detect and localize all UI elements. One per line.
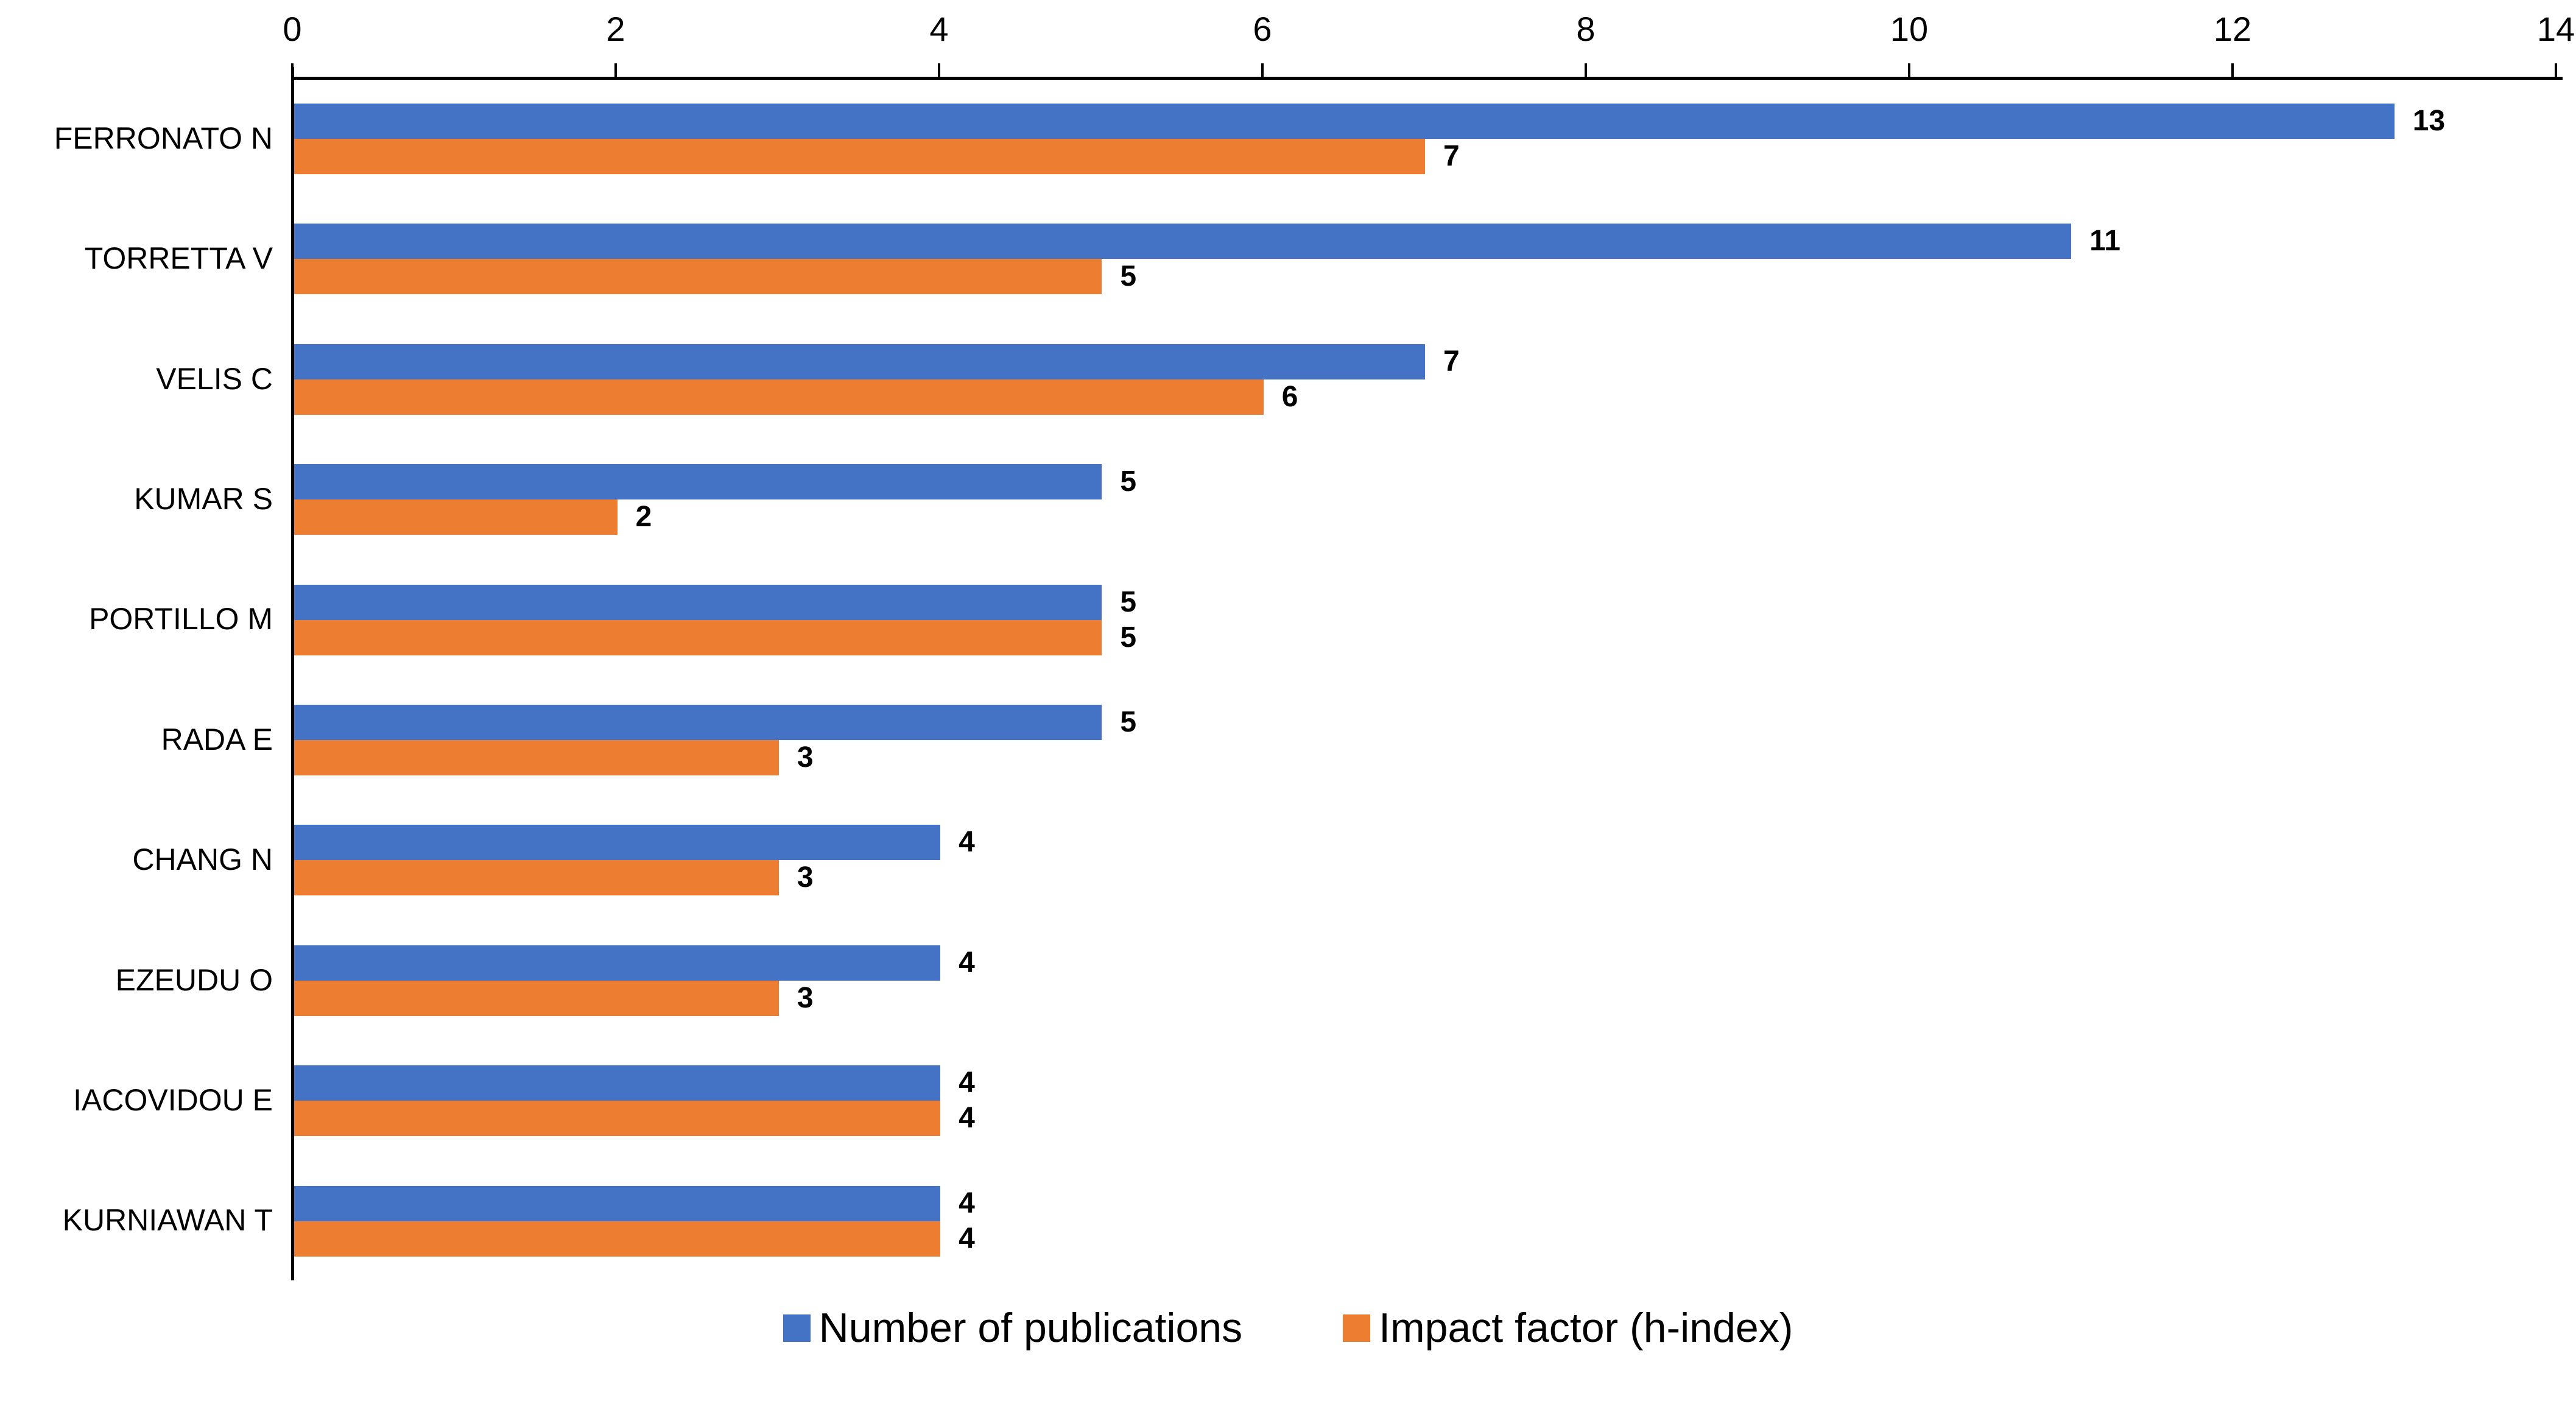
h-index-bar (294, 740, 779, 776)
publications-value: 13 (2412, 105, 2446, 137)
h-index-value: 7 (1443, 140, 1460, 172)
x-axis-line (291, 77, 2563, 80)
x-axis-tick-label: 2 (606, 10, 625, 48)
publications-bar (294, 464, 1102, 500)
h-index-bar (294, 980, 779, 1016)
publications-bar (294, 224, 2072, 259)
h-index-bar (294, 1221, 941, 1257)
category-label: RADA E (161, 722, 273, 757)
category-label: CHANG N (132, 842, 273, 877)
publications-bar (294, 705, 1102, 741)
h-index-bar (294, 860, 779, 896)
x-axis-tick (1585, 63, 1587, 78)
x-axis-tick (1908, 63, 1910, 78)
h-index-value: 5 (1120, 260, 1137, 293)
category-label: IACOVIDOU E (73, 1082, 273, 1117)
h-index-value: 3 (797, 981, 814, 1014)
publications-bar (294, 344, 1425, 379)
bar-row: 13 7 (294, 78, 2556, 198)
publications-value: 4 (959, 946, 975, 979)
legend-swatch-h-index (1343, 1314, 1371, 1342)
legend-item: Impact factor (h-index) (1343, 1303, 1793, 1352)
legend-label-h-index: Impact factor (h-index) (1379, 1305, 1793, 1351)
h-index-bar (294, 139, 1425, 174)
x-axis-tick (938, 63, 940, 78)
h-index-bar (294, 259, 1102, 295)
h-index-bar (294, 619, 1102, 655)
publications-bar (294, 1065, 941, 1101)
publications-value: 4 (959, 1067, 975, 1099)
h-index-value: 4 (959, 1102, 975, 1135)
legend: Number of publications Impact factor (h-i… (0, 1303, 2576, 1352)
category-label: KUMAR S (134, 481, 273, 516)
x-axis-tick (2231, 63, 2234, 78)
x-axis-tick (1261, 63, 1264, 78)
h-index-value: 5 (1120, 621, 1137, 654)
x-axis-tick-label: 0 (283, 10, 302, 48)
h-index-value: 2 (635, 501, 652, 534)
category-label: VELIS C (156, 361, 273, 396)
publications-value: 4 (959, 826, 975, 859)
h-index-bar (294, 499, 618, 535)
publications-bar (294, 104, 2395, 139)
category-label: PORTILLO M (89, 602, 273, 637)
x-axis-tick-label: 4 (929, 10, 949, 48)
x-axis-tick (291, 63, 294, 78)
x-axis-tick (614, 63, 617, 78)
category-label: KURNIAWAN T (62, 1203, 273, 1238)
x-axis-tick-label: 6 (1253, 10, 1272, 48)
publications-value: 11 (2089, 225, 2120, 258)
publications-bar (294, 825, 941, 861)
h-index-value: 3 (797, 861, 814, 894)
publications-value: 4 (959, 1187, 975, 1219)
x-axis-tick-label: 10 (1890, 10, 1929, 48)
plot-area: 13 7 11 5 7 6 5 2 5 5 5 3 4 3 4 3 4 4 4 4 (294, 78, 2556, 1280)
legend-swatch-publications (783, 1314, 811, 1342)
category-label: EZEUDU O (115, 962, 273, 997)
publications-value: 5 (1120, 465, 1137, 498)
publications-value: 7 (1443, 345, 1460, 378)
category-label: TORRETTA V (84, 241, 273, 276)
y-axis-line (291, 67, 294, 1280)
bar-row: 11 5 (294, 198, 2556, 318)
publications-bar (294, 945, 941, 981)
h-index-bar (294, 379, 1264, 415)
h-index-value: 6 (1281, 380, 1298, 413)
publications-bar (294, 1185, 941, 1221)
h-index-value: 4 (959, 1222, 975, 1255)
publications-value: 5 (1120, 706, 1137, 739)
x-axis-tick-label: 8 (1576, 10, 1596, 48)
legend-label-publications: Number of publications (818, 1305, 1243, 1351)
x-axis-tick-label: 12 (2213, 10, 2252, 48)
category-labels: FERRONATO N TORRETTA V VELIS C KUMAR S PORTI… (0, 78, 274, 1280)
legend-item: Number of publications (783, 1303, 1242, 1352)
publications-bar (294, 584, 1102, 620)
category-label: FERRONATO N (54, 121, 273, 155)
h-index-value: 3 (797, 741, 814, 774)
x-axis-tick-label: 14 (2536, 10, 2575, 48)
h-index-bar (294, 1101, 941, 1137)
x-axis-tick (2555, 63, 2557, 78)
publications-value: 5 (1120, 585, 1137, 618)
